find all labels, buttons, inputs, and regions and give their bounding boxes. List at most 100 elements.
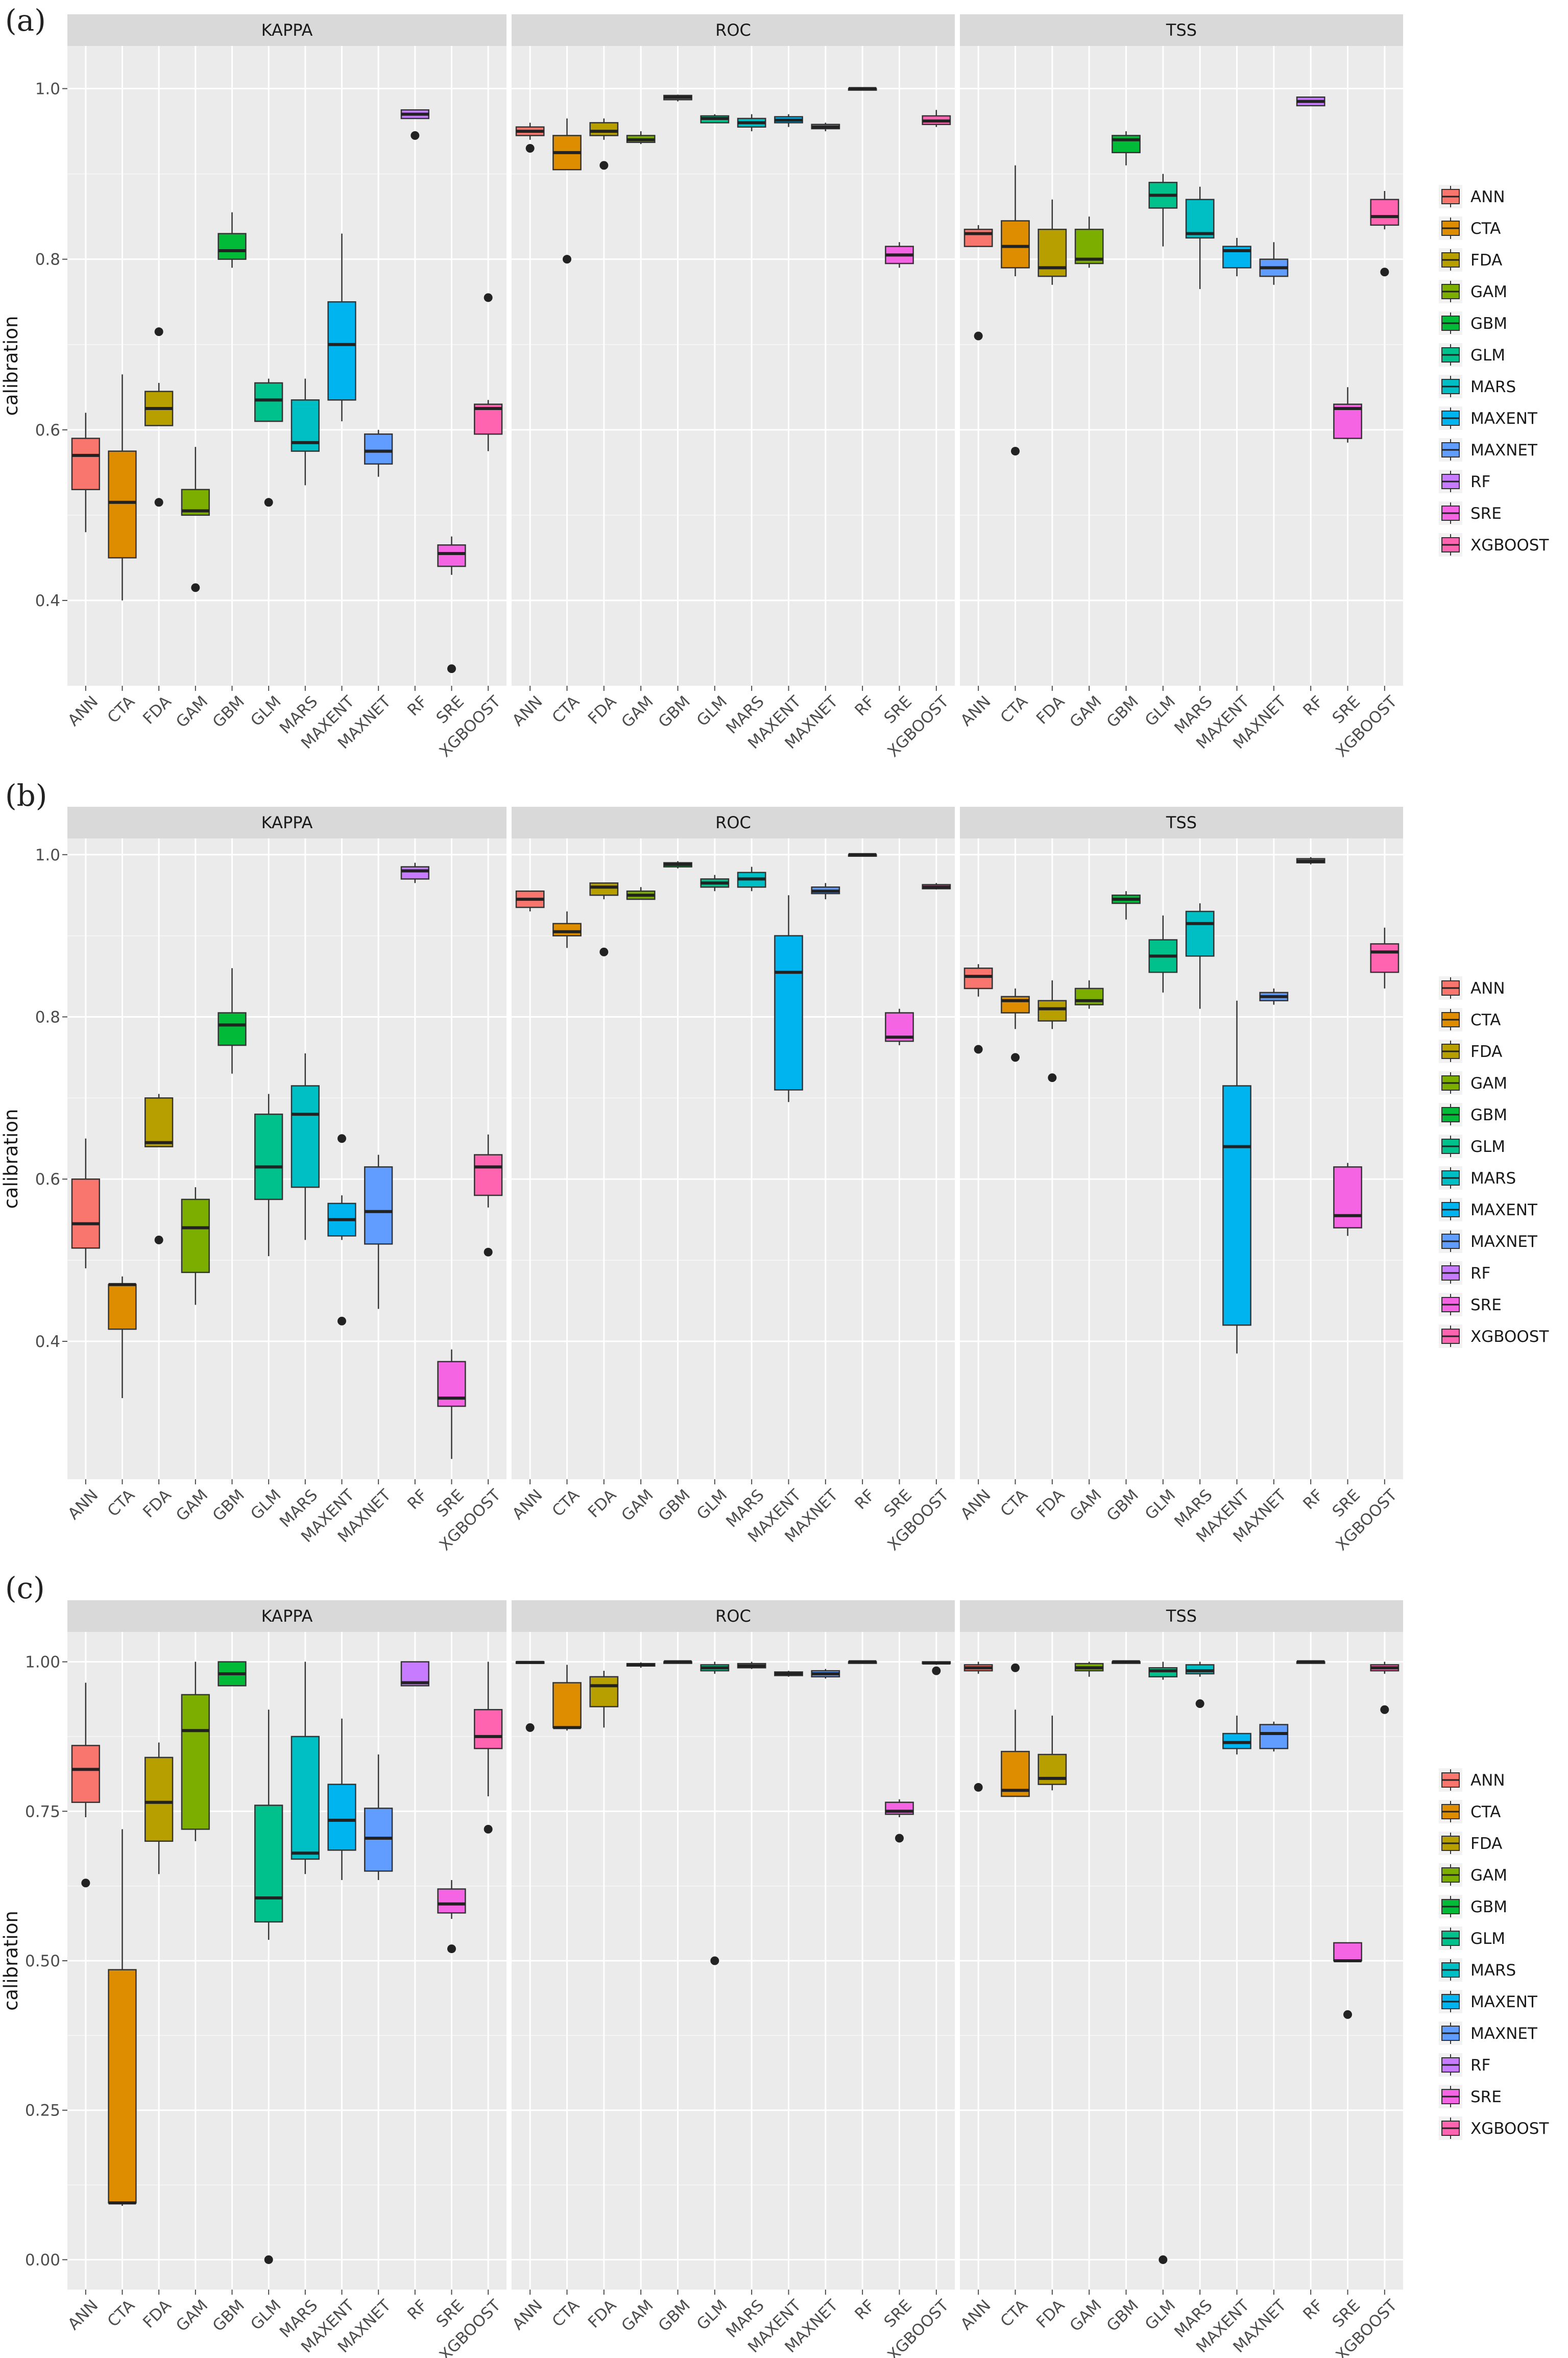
box-fda — [1038, 199, 1067, 285]
box-fda — [589, 882, 619, 956]
facet-strip-label: ROC — [715, 20, 751, 40]
outlier-point — [484, 1824, 493, 1834]
box-body — [552, 923, 582, 936]
x-tick-label: CTA — [549, 2296, 583, 2330]
box-gbm — [218, 968, 247, 1074]
legend-item-mars: MARS — [1439, 1166, 1516, 1190]
outlier-point — [932, 1666, 941, 1675]
box-body — [474, 1709, 503, 1749]
legend-item-glm: GLM — [1439, 1135, 1505, 1158]
box-sre — [437, 536, 466, 673]
panel-label: (a) — [5, 3, 46, 38]
box-fda — [144, 1094, 174, 1244]
legend-label: GAM — [1470, 283, 1507, 301]
panel-label: (c) — [5, 1571, 45, 1605]
legend-item-cta: CTA — [1439, 216, 1501, 240]
legend-label: XGBOOST — [1470, 536, 1549, 555]
y-tick-label: 0.6 — [35, 421, 60, 440]
box-sre — [1333, 1942, 1362, 2019]
box-body — [71, 438, 100, 490]
panel-background — [960, 46, 1403, 686]
box-fda — [144, 1742, 174, 1874]
legend-label: SRE — [1470, 504, 1502, 523]
x-tick-label: GAM — [173, 1486, 211, 1525]
legend-item-maxnet: MAXNET — [1439, 2022, 1538, 2045]
box-gbm — [218, 1661, 247, 1687]
x-tick-label: RF — [404, 2296, 431, 2323]
box-body — [364, 433, 393, 465]
legend-label: GAM — [1470, 1074, 1507, 1093]
legend-item-xgboost: XGBOOST — [1439, 1325, 1549, 1348]
x-tick-label: RF — [851, 692, 878, 719]
box-body — [181, 1694, 210, 1830]
legend-item-ann: ANN — [1439, 1768, 1505, 1792]
outlier-point — [484, 293, 493, 302]
box-glm — [700, 875, 730, 892]
box-body — [589, 1676, 619, 1707]
x-tick-label: ANN — [957, 2296, 994, 2333]
box-maxent — [327, 1134, 356, 1326]
legend-item-fda: FDA — [1439, 248, 1502, 272]
box-body — [291, 1736, 320, 1860]
box-maxnet — [1259, 1721, 1289, 1752]
legend-label: GLM — [1470, 346, 1505, 365]
box-sre — [1333, 387, 1362, 443]
legend-item-gam: GAM — [1439, 1863, 1507, 1887]
box-ann — [71, 413, 100, 533]
box-fda — [1038, 1715, 1067, 1791]
y-tick-label: 0.8 — [35, 251, 60, 269]
box-cta — [552, 1665, 582, 1731]
facet-strip-label: KAPPA — [261, 813, 313, 832]
box-body — [963, 228, 993, 247]
box-gbm — [1112, 131, 1141, 165]
box-cta — [1001, 1663, 1030, 1797]
facet-strip — [67, 807, 506, 838]
box-xgboost — [922, 110, 951, 127]
box-ann — [515, 891, 545, 911]
box-body — [1259, 1724, 1289, 1749]
outlier-point — [154, 498, 163, 507]
legend-label: MAXENT — [1470, 1201, 1538, 1219]
outlier-point — [1380, 268, 1389, 277]
legend-item-glm: GLM — [1439, 1927, 1505, 1950]
box-body — [552, 1682, 582, 1728]
box-maxent — [774, 895, 803, 1102]
x-tick-label: ANN — [509, 2296, 546, 2333]
legend-item-gam: GAM — [1439, 1071, 1507, 1095]
box-fda — [589, 1671, 619, 1728]
box-fda — [1038, 980, 1067, 1082]
legend-item-maxent: MAXENT — [1439, 406, 1538, 430]
box-body — [1112, 135, 1141, 154]
outlier-point — [525, 143, 535, 153]
box-cta — [1001, 165, 1030, 456]
box-body — [71, 1745, 100, 1803]
facet-strip — [960, 14, 1403, 46]
box-maxnet — [811, 1669, 840, 1679]
box-sre — [885, 1799, 914, 1843]
legend-item-fda: FDA — [1439, 1832, 1502, 1855]
legend-label: GBM — [1470, 1106, 1507, 1124]
legend: ANN CTA FDA GAM GBM GLM MARS MAXENT MAXNET RF SRE X… — [1439, 976, 1549, 1348]
x-tick-label: RF — [851, 1486, 878, 1513]
box-gam — [181, 1187, 210, 1305]
box-body — [963, 967, 993, 990]
box-rf — [400, 1661, 429, 1687]
facet-strip-label: TSS — [1166, 20, 1197, 40]
legend-item-xgboost: XGBOOST — [1439, 2116, 1549, 2140]
box-body — [589, 122, 619, 136]
box-maxent — [1222, 237, 1251, 277]
outlier-point — [191, 583, 200, 592]
box-rf — [1296, 96, 1325, 107]
facet-strip — [67, 14, 506, 46]
box-body — [1333, 1166, 1362, 1229]
y-tick-label: 0.00 — [25, 2251, 60, 2269]
x-tick-label: CTA — [104, 2296, 138, 2330]
x-tick-label: GAM — [1066, 1486, 1105, 1525]
facet-strip — [960, 1600, 1403, 1632]
legend-label: GAM — [1470, 1866, 1507, 1885]
box-xgboost — [474, 293, 503, 451]
x-tick-label: GAM — [1066, 2296, 1105, 2335]
x-tick-label: CTA — [997, 1486, 1031, 1520]
